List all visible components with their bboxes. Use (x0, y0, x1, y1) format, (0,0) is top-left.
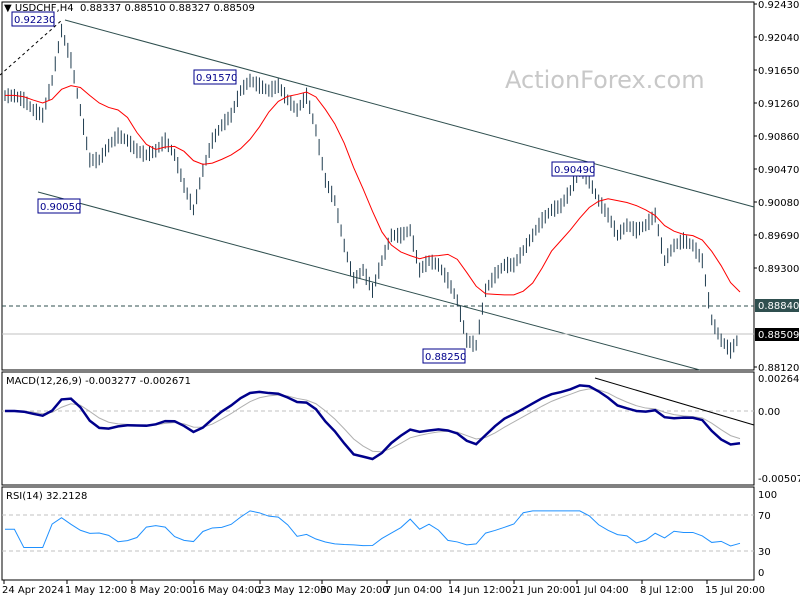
date-tick-label: 30 May 20:00 (320, 585, 389, 596)
current-price-bg (755, 328, 799, 341)
chart-title: ▼ USDCHF,H4 0.88337 0.88510 0.88327 0.88… (4, 3, 255, 14)
macd-line (5, 384, 741, 461)
date-tick-label: 14 Jun 12:00 (448, 585, 512, 596)
rsi-title: RSI(14) 32.2128 (6, 491, 87, 502)
symbol: USDCHF,H4 (14, 3, 74, 14)
price-tick-label: 0.91650 (758, 66, 799, 77)
watermark: ActionForex.com (505, 66, 705, 94)
date-tick-label: 16 May 04:00 (192, 585, 261, 596)
price-annotations: 0.92230 0.91570 0.90050 0.90490 0.88250 (11, 11, 595, 364)
date-tick-label: 21 Jun 20:00 (512, 585, 576, 596)
price-tick-label: 0.89690 (758, 231, 799, 242)
ohlc-values: 0.88337 0.88510 0.88327 0.88509 (79, 3, 255, 14)
date-tick-label: 23 May 12:00 (258, 585, 327, 596)
rsi-panel (1, 486, 755, 581)
annotation-high-2: 0.91570 (196, 73, 237, 84)
macd-signal-line (5, 388, 741, 453)
price-tick-label: 0.91260 (758, 99, 799, 110)
price-tick-label: 0.92430 (758, 0, 799, 11)
annotation-low-2: 0.88250 (425, 352, 466, 363)
date-tick-label: 24 Apr 2024 (2, 585, 64, 596)
level-label-bg (755, 299, 799, 312)
level-label: 0.88840 (758, 301, 799, 312)
date-tick-label: 1 May 12:00 (65, 585, 127, 596)
macd-trendline[interactable] (594, 377, 755, 426)
main-panel (1, 1, 755, 371)
macd-panel (1, 371, 755, 486)
date-tick-label: 15 Jul 20:00 (705, 585, 765, 596)
macd-title: MACD(12,26,9) -0.003277 -0.002671 (6, 376, 191, 387)
rsi-tick: 0 (758, 568, 764, 579)
annotation-high-1: 0.92230 (14, 15, 55, 26)
moving-average-line (5, 85, 741, 296)
upper-channel-line[interactable] (64, 19, 755, 208)
price-tick-label: 0.92040 (758, 33, 799, 44)
price-tick-label: 0.90470 (758, 165, 799, 176)
date-tick-label: 8 May 20:00 (130, 585, 192, 596)
date-tick-label: 7 Jun 04:00 (385, 585, 442, 596)
annotation-low-1: 0.90050 (40, 202, 81, 213)
macd-tick: 0.00 (758, 407, 780, 418)
date-tick-label: 8 Jul 12:00 (640, 585, 694, 596)
price-tick-label: 0.90860 (758, 132, 799, 143)
current-price-label: 0.88509 (758, 330, 799, 341)
price-tick-label: 0.89300 (758, 264, 799, 275)
collapse-triangle-icon[interactable]: ▼ (4, 3, 12, 14)
rsi-line (5, 510, 741, 549)
rsi-tick: 100 (758, 490, 777, 501)
price-tick-label: 0.90080 (758, 198, 799, 209)
dashed-trendline (0, 19, 63, 76)
rsi-tick: 70 (758, 511, 771, 522)
rsi-tick: 30 (758, 547, 771, 558)
price-tick-label: 0.88120 (758, 363, 799, 374)
date-tick-label: 1 Jul 04:00 (575, 585, 629, 596)
annotation-high-3: 0.90490 (554, 165, 595, 176)
macd-tick: 0.00264 (758, 374, 799, 385)
macd-tick: -0.005077 (758, 474, 800, 485)
